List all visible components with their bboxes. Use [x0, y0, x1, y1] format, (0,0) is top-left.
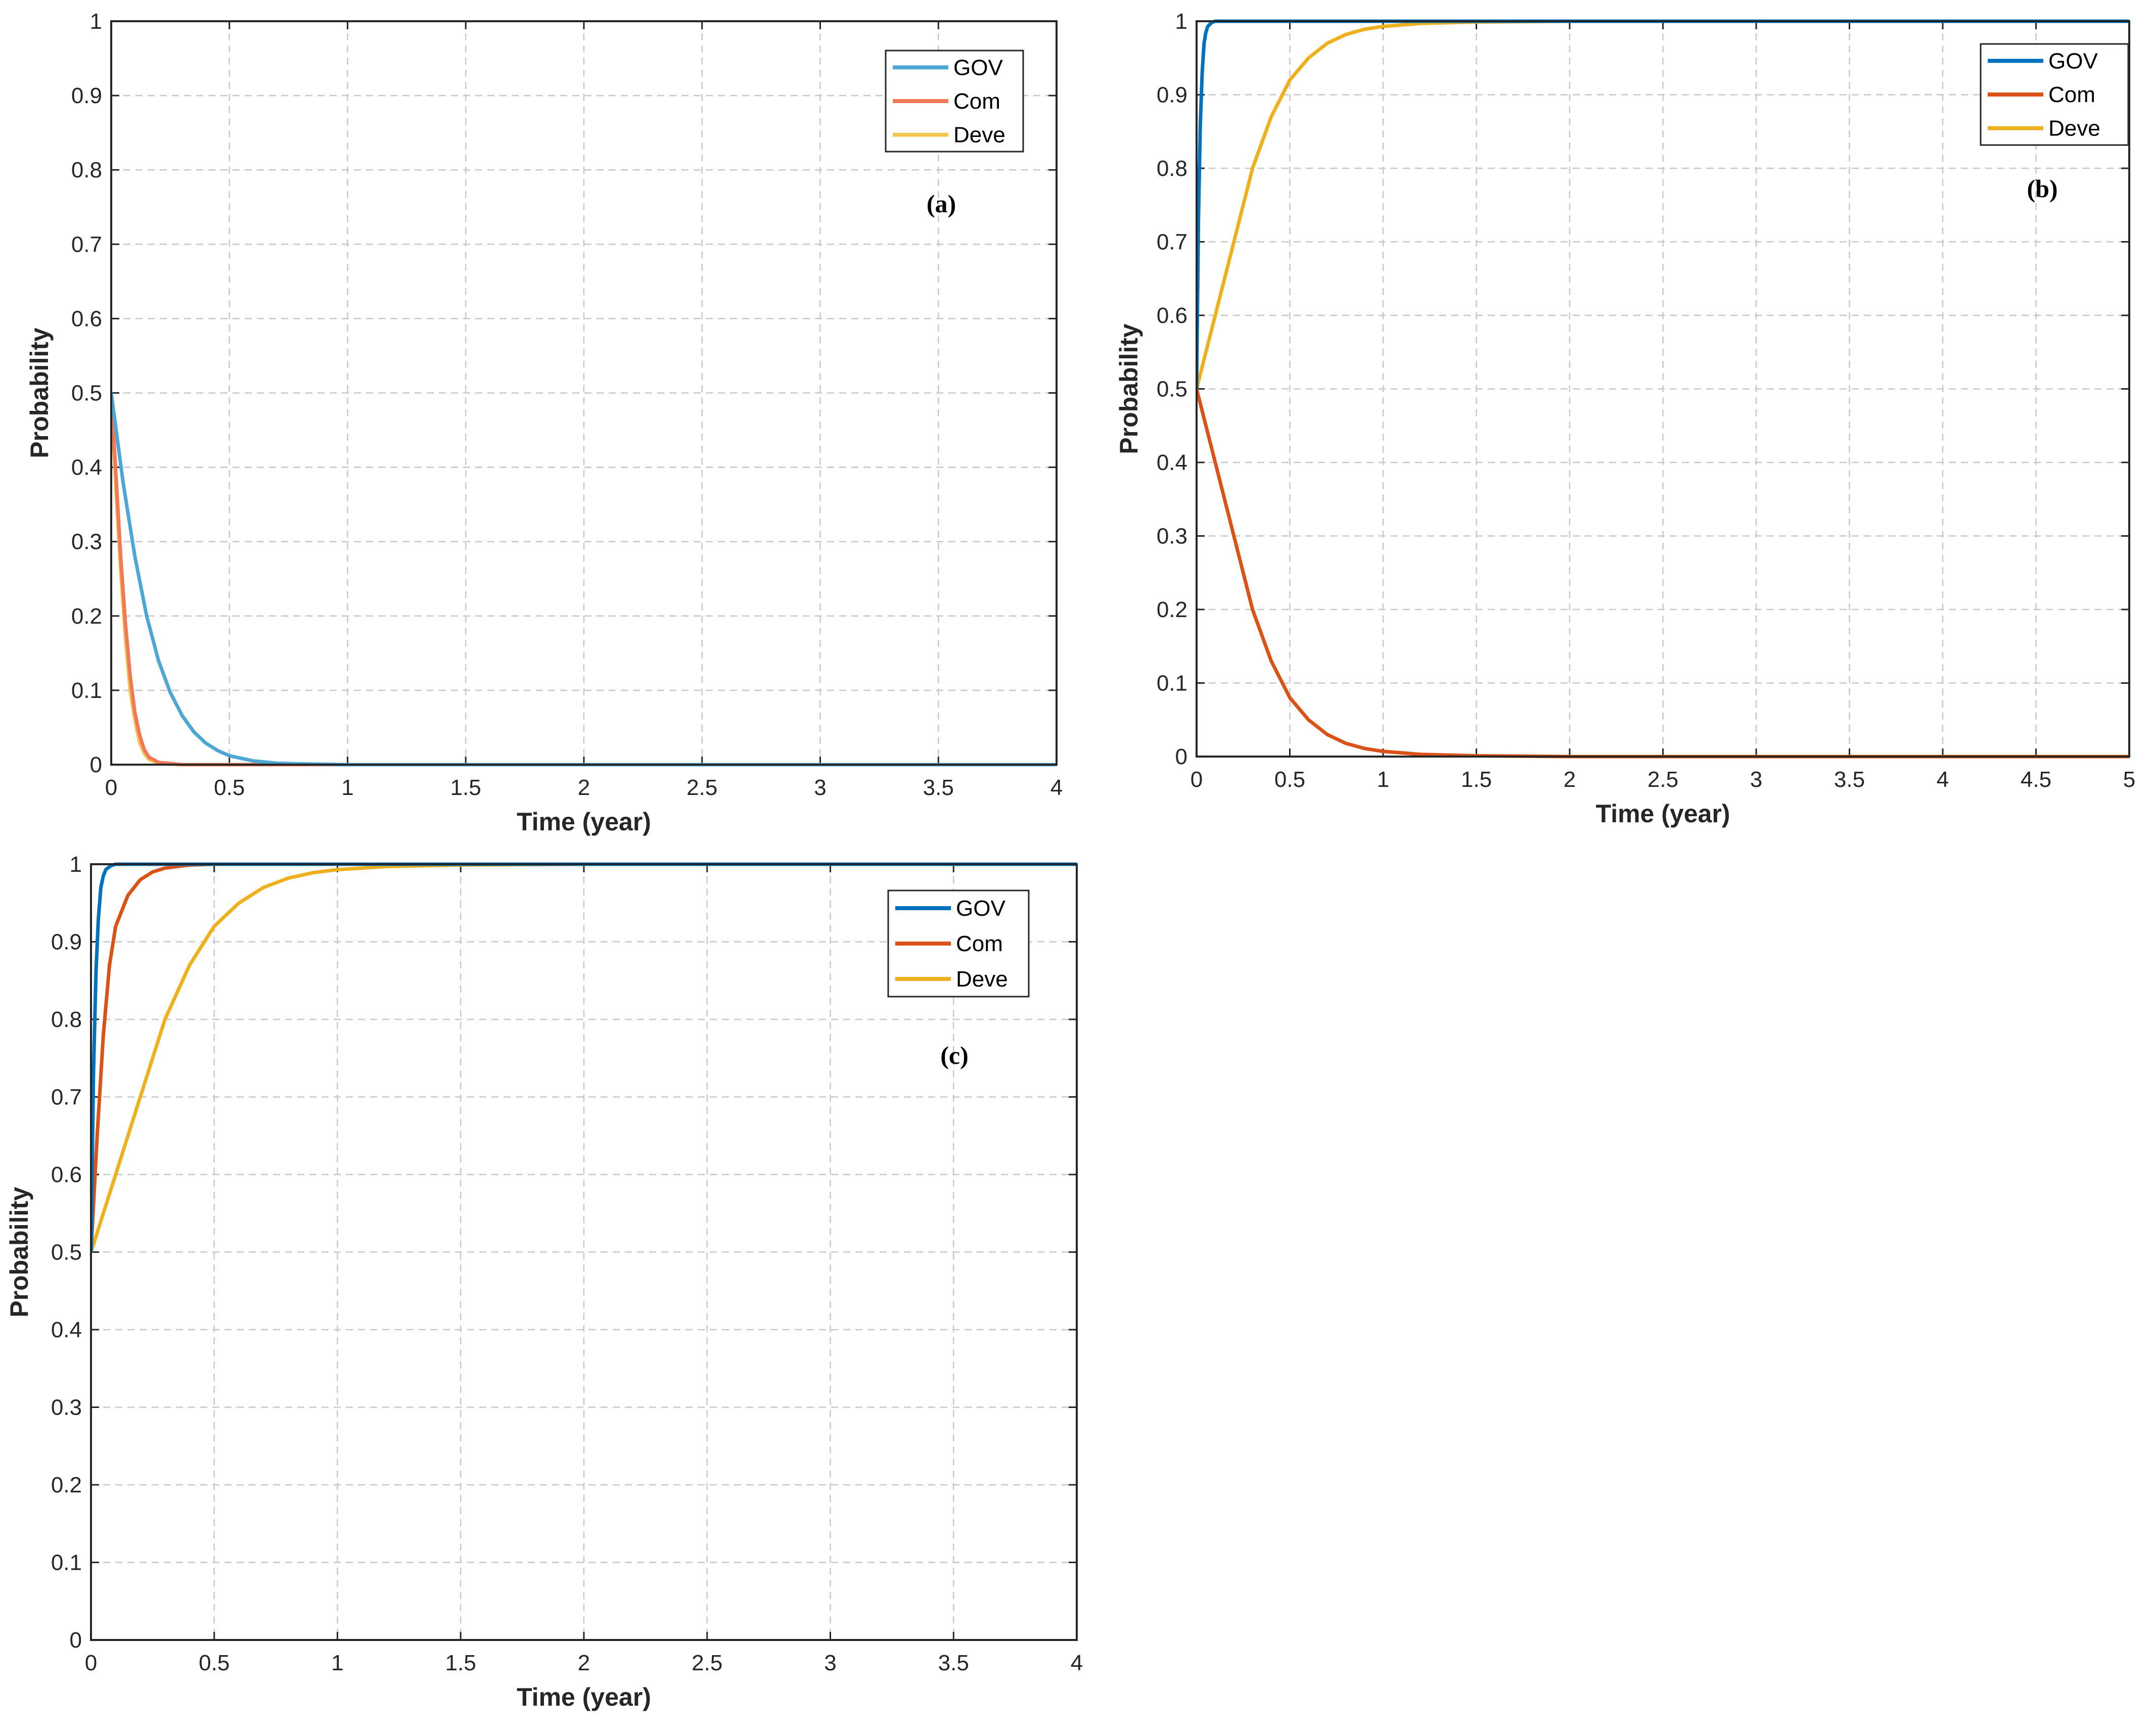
y-tick-label: 1: [90, 9, 102, 34]
y-tick-label: 1: [1175, 9, 1187, 34]
legend-label-com: Com: [953, 89, 1000, 114]
x-tick-label: 3.5: [1834, 767, 1865, 792]
y-tick-label: 0.5: [1157, 377, 1187, 402]
y-tick-label: 0.1: [71, 678, 102, 703]
legend-label-deve: Deve: [2048, 116, 2100, 141]
y-tick-label: 0.1: [51, 1551, 82, 1575]
y-axis-label: Probability: [25, 327, 54, 458]
legend-label-com: Com: [2048, 82, 2095, 107]
y-tick-label: 0.1: [1157, 671, 1187, 696]
y-tick-label: 0.3: [71, 530, 102, 554]
y-tick-label: 0.7: [1157, 230, 1187, 255]
x-tick-label: 3.5: [923, 775, 954, 800]
plot-frame: [1196, 20, 2130, 758]
x-tick-label: 0: [85, 1651, 97, 1675]
x-tick-label: 3.5: [938, 1651, 969, 1675]
panel-label: (a): [927, 190, 956, 218]
x-tick-label: 3: [1750, 767, 1762, 792]
x-tick-label: 1.5: [1461, 767, 1492, 792]
legend-label-gov: GOV: [2048, 49, 2098, 73]
y-tick-label: 1: [70, 852, 82, 877]
x-tick-label: 1.5: [445, 1651, 476, 1675]
x-tick-label: 2.5: [687, 775, 717, 800]
y-tick-label: 0.6: [1157, 303, 1187, 328]
panel-label: (c): [940, 1041, 969, 1069]
x-axis-label: Time (year): [517, 808, 651, 836]
legend: GOV Com Deve: [887, 889, 1030, 998]
panel-label: (b): [2027, 174, 2057, 203]
y-tick-label: 0.8: [51, 1007, 82, 1032]
y-tick-label: 0: [90, 753, 102, 777]
chart-panel-c: 0 0.5 1 1.5 2 2.5 3 3.5 4 0 0.1 0.2 0.3 0.4 0.5 0.6 0.7 0…: [5, 852, 1083, 1711]
x-tick-label: 4: [1071, 1651, 1083, 1675]
x-tick-label: 3: [824, 1651, 836, 1675]
y-tick-label: 0.8: [71, 158, 102, 182]
x-tick-label: 2.5: [692, 1651, 722, 1675]
y-tick-label: 0.6: [71, 306, 102, 331]
y-tick-label: 0.9: [71, 83, 102, 108]
y-tick-label: 0.5: [71, 381, 102, 406]
x-tick-label: 2: [578, 1651, 590, 1675]
legend-label-gov: GOV: [953, 55, 1003, 80]
y-tick-label: 0.9: [51, 930, 82, 955]
x-tick-label: 0.5: [1274, 767, 1305, 792]
legend: GOV Com Deve: [1980, 43, 2129, 146]
y-tick-label: 0.3: [51, 1395, 82, 1420]
x-tick-label: 2: [1564, 767, 1576, 792]
x-tick-label: 0.5: [214, 775, 245, 800]
x-tick-label: 1: [341, 775, 353, 800]
legend: GOV Com Deve: [885, 50, 1024, 153]
x-tick-label: 0: [105, 775, 117, 800]
legend-label-com: Com: [956, 931, 1003, 956]
y-tick-label: 0: [70, 1628, 82, 1653]
x-tick-label: 1.5: [450, 775, 481, 800]
x-tick-label: 0.5: [199, 1651, 230, 1675]
y-tick-label: 0.6: [51, 1162, 82, 1187]
y-tick-label: 0: [1175, 744, 1187, 769]
x-tick-label: 2.5: [1647, 767, 1678, 792]
x-tick-label: 0: [1191, 767, 1203, 792]
legend-label-gov: GOV: [956, 896, 1005, 921]
y-tick-label: 0.2: [71, 604, 102, 629]
y-tick-label: 0.2: [1157, 597, 1187, 622]
y-tick-label: 0.7: [71, 232, 102, 257]
x-tick-label: 4: [1937, 767, 1949, 792]
y-tick-label: 0.9: [1157, 83, 1187, 108]
x-tick-label: 4.5: [2021, 767, 2051, 792]
x-tick-label: 2: [578, 775, 590, 800]
x-axis-label: Time (year): [517, 1683, 651, 1711]
x-tick-label: 5: [2123, 767, 2135, 792]
x-tick-label: 3: [814, 775, 826, 800]
legend-label-deve: Deve: [956, 967, 1008, 992]
y-tick-label: 0.3: [1157, 524, 1187, 549]
y-axis-label: Probability: [5, 1187, 33, 1318]
x-axis-label: Time (year): [1596, 800, 1730, 828]
legend-label-deve: Deve: [953, 123, 1005, 148]
y-tick-label: 0.8: [1157, 156, 1187, 181]
y-tick-label: 0.2: [51, 1473, 82, 1497]
y-axis-label: Probability: [1115, 323, 1143, 454]
x-tick-label: 1: [1377, 767, 1389, 792]
y-tick-label: 0.7: [51, 1085, 82, 1110]
y-tick-label: 0.4: [1157, 450, 1187, 475]
plot-frame: [110, 20, 1058, 766]
x-tick-label: 1: [331, 1651, 343, 1675]
plot-frame: [90, 863, 1078, 1641]
y-tick-label: 0.5: [51, 1240, 82, 1265]
y-tick-label: 0.4: [51, 1318, 82, 1342]
chart-panel-a: 0 0.5 1 1.5 2 2.5 3 3.5 4 0 0.1 0.2 0.3 0.4 0.5 0.6 0.7 0…: [25, 9, 1063, 836]
x-tick-label: 4: [1050, 775, 1063, 800]
chart-panel-b: 0 0.5 1 1.5 2 2.5 3 3.5 4 4.5 5 0 0.1 0.2 0.3 0.4 0.5 0.6…: [1115, 9, 2135, 828]
y-tick-label: 0.4: [71, 455, 102, 480]
